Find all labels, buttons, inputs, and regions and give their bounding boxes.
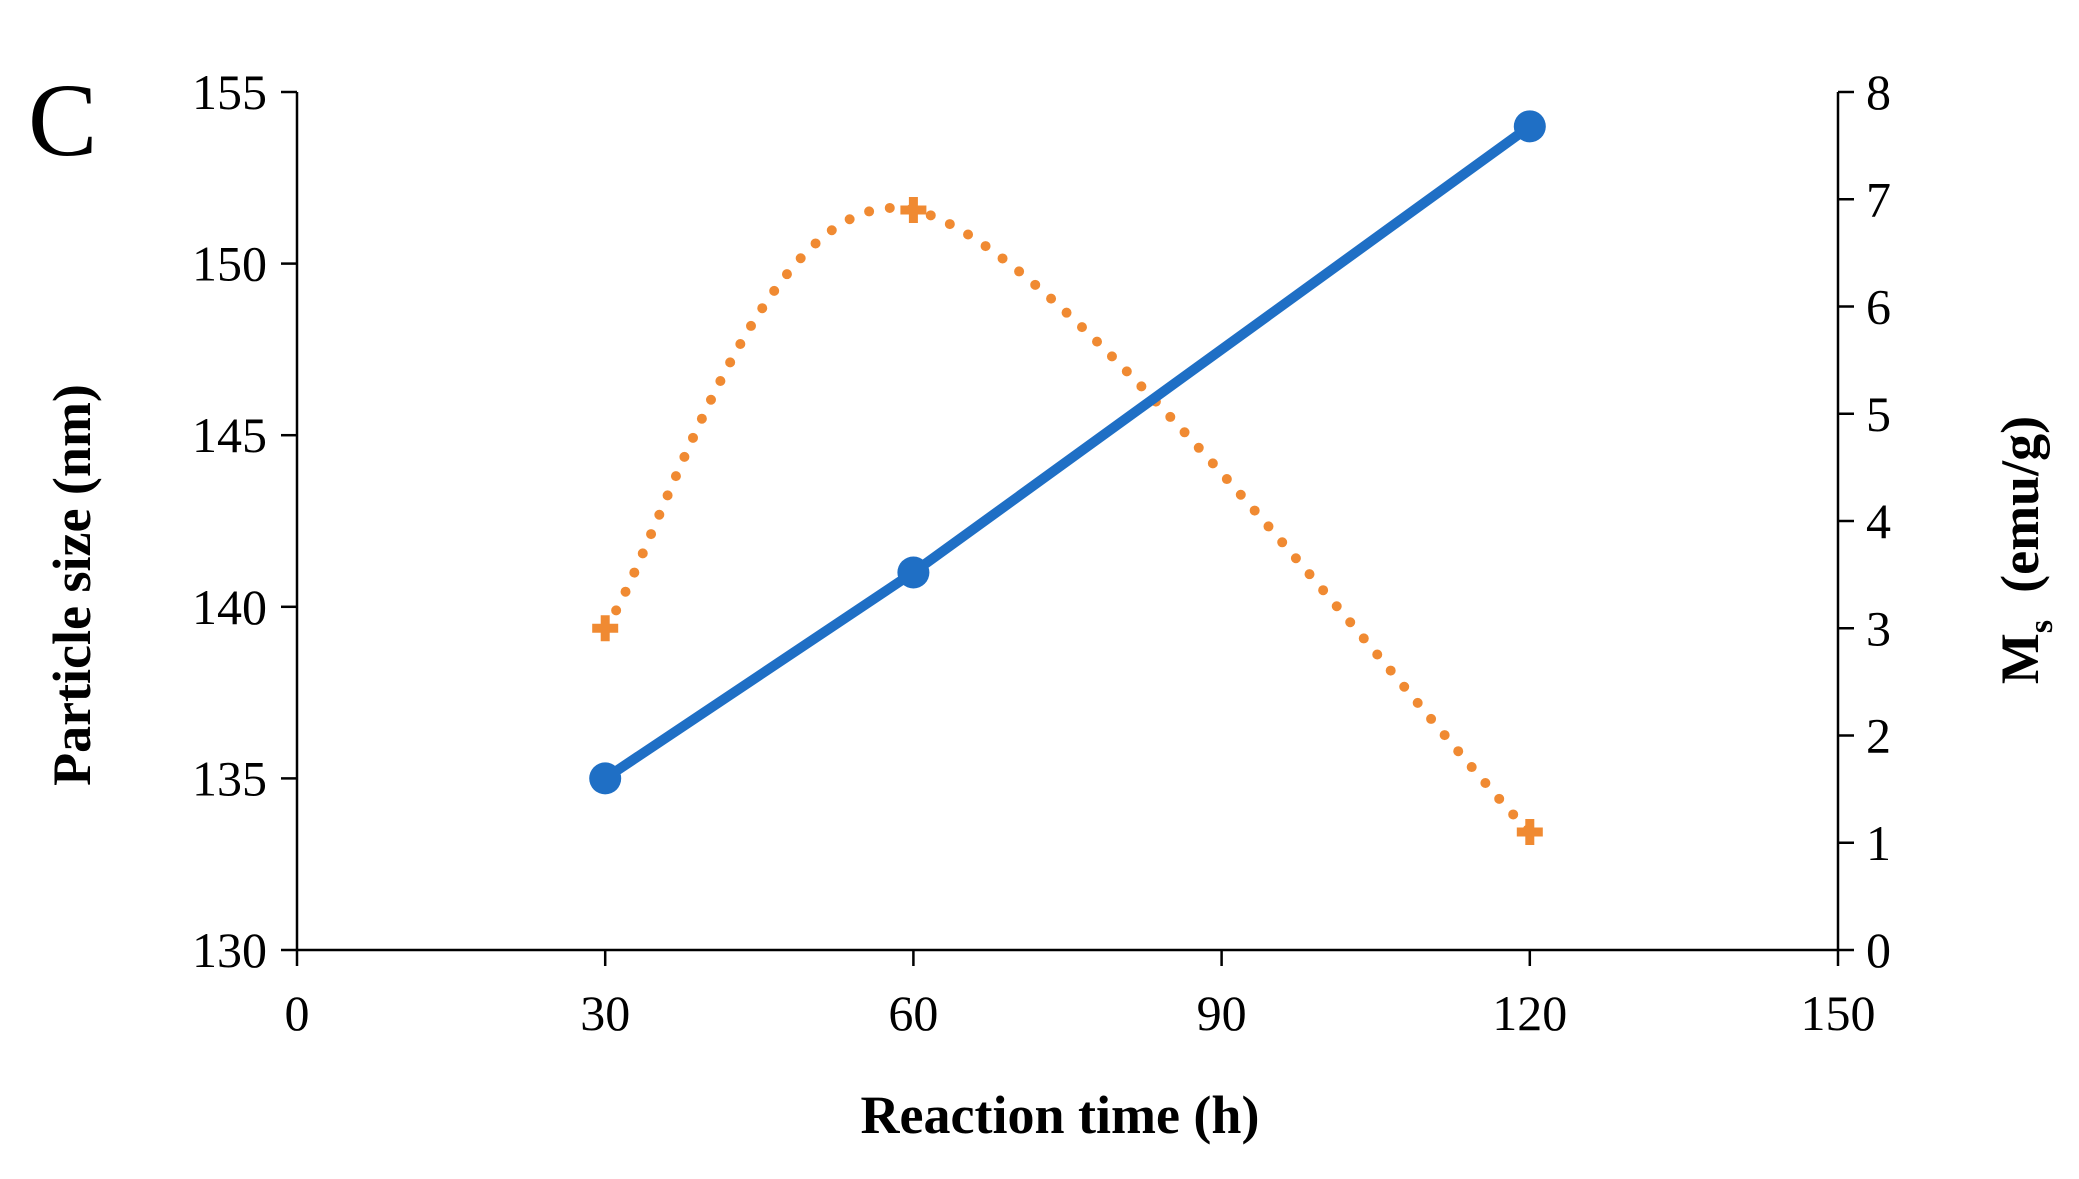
left-y-tick-label: 150: [192, 236, 267, 292]
series-particle-size: [589, 110, 1546, 795]
y2-axis-title: Ms (emu/g): [1990, 416, 2060, 684]
left-y-tick-label: 135: [192, 750, 267, 806]
right-y-ticks: 0 1 2 3 4 5 6 7 8: [1838, 64, 1891, 978]
particle-size-point: [1513, 110, 1546, 143]
x-tick-label: 150: [1801, 985, 1876, 1041]
x-axis-title: Reaction time (h): [861, 1085, 1260, 1145]
right-y-tick-label: 5: [1866, 386, 1891, 442]
x-ticks: 0 30 60 90 120 150: [285, 950, 1876, 1041]
panel-label: C: [28, 63, 97, 178]
right-y-tick-label: 7: [1866, 171, 1891, 227]
left-y-ticks: 130 135 140 145 150 155: [192, 64, 297, 978]
left-y-tick-label: 145: [192, 407, 267, 463]
particle-size-line: [600, 121, 1535, 784]
right-y-tick-label: 4: [1866, 493, 1891, 549]
right-y-tick-label: 0: [1866, 922, 1891, 978]
right-y-tick-label: 1: [1866, 815, 1891, 871]
ms-point: [1516, 819, 1543, 846]
y2-axis-title-main: M: [1990, 633, 2050, 684]
y2-axis-title-subscript: s: [2023, 620, 2060, 633]
right-y-tick-label: 3: [1866, 600, 1891, 656]
x-tick-label: 120: [1492, 985, 1567, 1041]
right-y-tick-label: 2: [1866, 708, 1891, 764]
particle-size-point: [897, 556, 930, 589]
x-tick-label: 30: [580, 985, 630, 1041]
axes: [295, 92, 1840, 952]
ms-line: [600, 202, 1535, 838]
ms-point: [900, 196, 927, 223]
x-tick-label: 0: [285, 985, 310, 1041]
y-axis-title: Particle size (nm): [42, 384, 102, 786]
left-y-tick-label: 130: [192, 922, 267, 978]
series-ms: [592, 196, 1543, 846]
left-y-tick-label: 155: [192, 64, 267, 120]
y2-axis-title-unit: (emu/g): [1990, 416, 2050, 620]
left-y-tick-label: 140: [192, 579, 267, 635]
ms-point: [592, 615, 619, 642]
x-tick-label: 60: [888, 985, 938, 1041]
particle-size-point: [589, 762, 622, 795]
x-tick-label: 90: [1197, 985, 1247, 1041]
right-y-tick-label: 8: [1866, 64, 1891, 120]
right-y-tick-label: 6: [1866, 279, 1891, 335]
